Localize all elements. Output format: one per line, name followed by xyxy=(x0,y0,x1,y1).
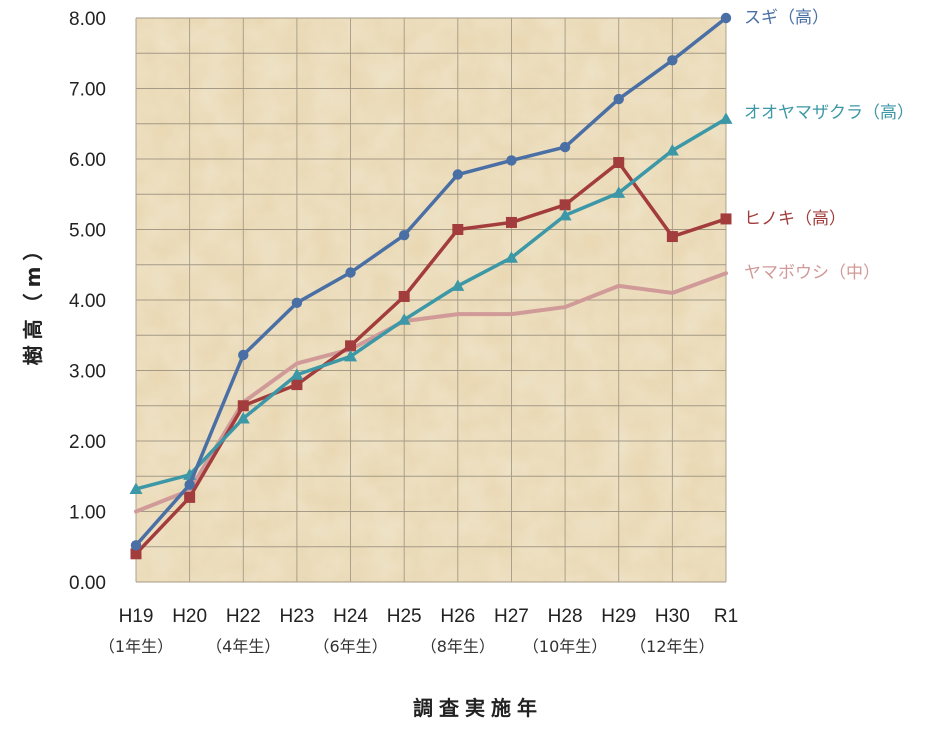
x-tick-label: H25 xyxy=(387,606,422,627)
x-sublabel: （12年生） xyxy=(630,637,714,656)
data-point xyxy=(290,368,304,380)
data-point xyxy=(667,55,678,66)
y-tick-labels: 0.00 1.00 2.00 3.00 4.00 5.00 6.00 7.00 8.00 xyxy=(69,9,106,594)
x-sublabel: （10年生） xyxy=(523,637,607,656)
data-point xyxy=(184,479,195,490)
data-point xyxy=(666,231,678,243)
data-point xyxy=(719,112,733,124)
y-tick-label: 5.00 xyxy=(69,221,106,242)
data-point xyxy=(345,267,356,278)
data-point xyxy=(237,400,249,412)
series-labels: スギ（高） オオヤマザクラ（高） ヒノキ（高） ヤマボウシ（中） xyxy=(744,8,914,283)
data-point xyxy=(612,186,626,198)
data-point xyxy=(238,349,249,361)
x-axis-title: 調査実施年 xyxy=(413,696,543,720)
series-line xyxy=(134,117,728,491)
data-point xyxy=(665,144,679,156)
data-point xyxy=(613,93,624,105)
data-point xyxy=(452,224,464,235)
data-point xyxy=(558,208,572,221)
data-point xyxy=(130,548,142,560)
x-tick-label: H30 xyxy=(655,606,690,627)
x-tick-label: H24 xyxy=(333,606,368,627)
data-point xyxy=(613,157,625,169)
series-label: オオヤマザクラ（高） xyxy=(744,103,914,123)
y-tick-label: 0.00 xyxy=(69,573,106,594)
data-point xyxy=(505,216,517,228)
series-line xyxy=(134,16,728,548)
x-tick-label: H28 xyxy=(548,606,583,627)
data-point xyxy=(452,169,464,180)
x-tick-label: H19 xyxy=(119,606,154,627)
x-sublabel: （8年生） xyxy=(421,637,495,656)
data-point xyxy=(184,491,196,503)
series-1 xyxy=(129,112,733,494)
data-point xyxy=(720,213,732,225)
x-tick-labels: H19 H20 H22 H23 H24 H25 H26 H27 H28 H29 H30 R1 xyxy=(119,606,739,627)
data-point xyxy=(291,379,303,391)
series-3 xyxy=(134,271,728,514)
x-sublabel: （4年生） xyxy=(206,637,280,656)
x-tick-label: H26 xyxy=(440,606,475,627)
y-tick-label: 1.00 xyxy=(69,503,106,524)
x-tick-label: R1 xyxy=(714,606,738,627)
data-point xyxy=(559,199,571,211)
series-label: ヤマボウシ（中） xyxy=(744,263,880,283)
y-tick-label: 4.00 xyxy=(69,291,106,312)
y-tick-label: 8.00 xyxy=(69,9,106,30)
y-tick-label: 3.00 xyxy=(69,362,106,383)
data-point xyxy=(344,349,358,362)
data-point xyxy=(398,229,410,241)
plot-area xyxy=(135,17,727,583)
y-tick-label: 7.00 xyxy=(69,80,106,101)
data-point xyxy=(506,155,517,166)
x-sublabel: （6年生） xyxy=(313,637,387,656)
data-point xyxy=(504,251,518,263)
x-sublabel: （1年生） xyxy=(99,637,173,656)
data-point xyxy=(130,540,142,551)
data-point xyxy=(559,141,571,153)
series-group xyxy=(129,12,733,560)
y-tick-label: 6.00 xyxy=(69,150,106,171)
x-tick-label: H23 xyxy=(279,606,314,627)
data-point xyxy=(398,290,410,302)
series-line xyxy=(134,271,728,514)
x-tick-label: H20 xyxy=(172,606,207,627)
data-point xyxy=(451,279,465,291)
series-2 xyxy=(130,157,732,560)
data-point xyxy=(397,313,411,325)
x-sublabels: （1年生） （4年生） （6年生） （8年生） （10年生） （12年生） xyxy=(99,637,715,656)
data-point xyxy=(129,482,143,494)
data-point xyxy=(720,12,732,24)
series-label: ヒノキ（高） xyxy=(744,209,846,229)
series-label: スギ（高） xyxy=(744,8,829,28)
y-tick-label: 2.00 xyxy=(69,432,106,453)
x-tick-label: H29 xyxy=(601,606,636,627)
series-0 xyxy=(130,12,732,551)
x-tick-label: H22 xyxy=(226,606,261,627)
data-point xyxy=(345,340,357,352)
y-axis-title: 樹高（m） xyxy=(21,235,45,366)
x-tick-label: H27 xyxy=(494,606,529,627)
data-point xyxy=(291,297,303,309)
data-point xyxy=(236,411,250,424)
series-line xyxy=(134,160,728,556)
